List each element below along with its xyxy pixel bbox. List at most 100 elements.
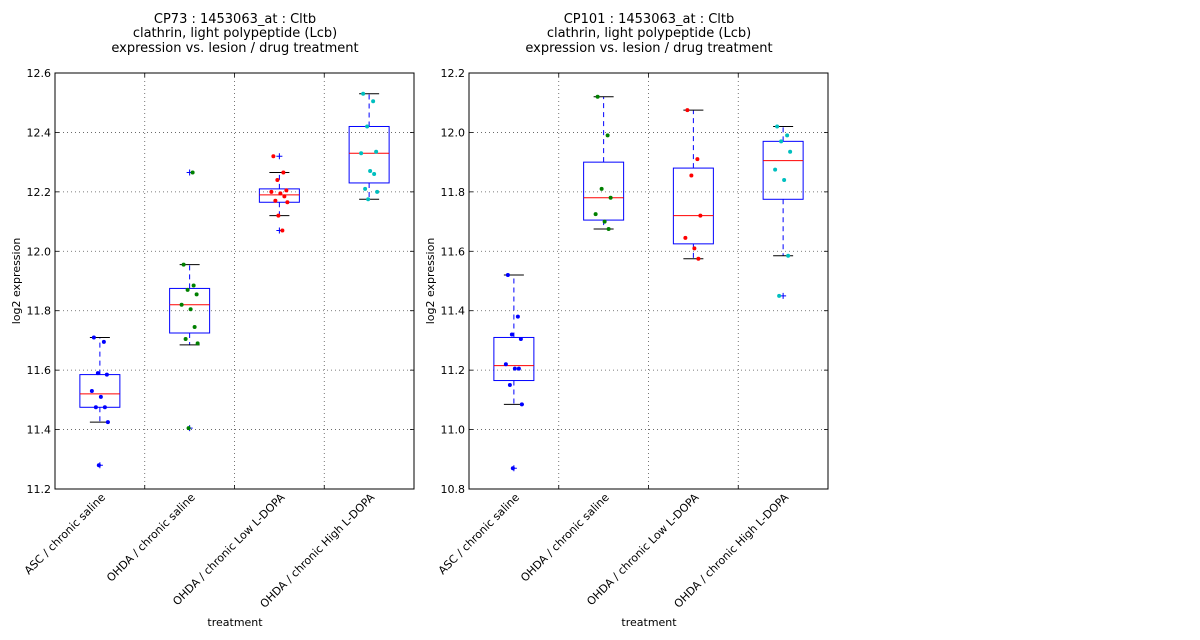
right-title-line-2: clathrin, light polypeptide (Lcb) xyxy=(547,26,751,41)
data-point xyxy=(181,262,186,267)
outlier-marker xyxy=(276,153,283,160)
data-point xyxy=(773,167,778,172)
data-point xyxy=(371,99,376,104)
data-point xyxy=(91,335,96,340)
data-point xyxy=(510,466,515,471)
data-point xyxy=(512,366,517,371)
data-point xyxy=(683,235,688,240)
data-point xyxy=(273,198,278,203)
data-point xyxy=(375,189,380,194)
data-point xyxy=(519,402,524,407)
data-point xyxy=(372,172,377,177)
data-point xyxy=(507,383,512,387)
data-point xyxy=(191,283,196,288)
data-point xyxy=(782,177,787,182)
data-point xyxy=(785,133,790,138)
data-point xyxy=(280,228,285,233)
data-point xyxy=(695,157,700,162)
data-point xyxy=(96,463,101,468)
data-point xyxy=(188,307,193,312)
data-point xyxy=(515,314,520,319)
data-point xyxy=(509,332,514,337)
data-point xyxy=(105,420,110,425)
data-point xyxy=(365,124,370,129)
data-point xyxy=(179,302,184,307)
data-point xyxy=(285,200,290,205)
plot-frame xyxy=(54,72,415,490)
data-point xyxy=(374,149,379,154)
y-tick-label: 11.2 xyxy=(441,364,466,377)
y-tick-label: 12.0 xyxy=(441,126,466,139)
data-point xyxy=(186,426,191,431)
right-title-line-3: expression vs. lesion / drug treatment xyxy=(525,41,772,56)
data-point xyxy=(779,139,784,144)
data-point xyxy=(192,325,197,330)
left-title-line-1: CP73 : 1453063_at : Cltb xyxy=(154,12,316,27)
data-point xyxy=(788,149,793,154)
data-point xyxy=(786,253,791,258)
data-point xyxy=(599,186,604,191)
data-point xyxy=(775,124,780,129)
data-point xyxy=(595,94,600,99)
data-point xyxy=(606,227,611,231)
y-tick-label: 12.0 xyxy=(27,245,52,258)
left-title-line-3: expression vs. lesion / drug treatment xyxy=(111,41,358,56)
plot-frame xyxy=(468,72,829,490)
data-point xyxy=(195,341,200,346)
data-point xyxy=(359,151,364,156)
data-point xyxy=(366,197,371,202)
data-point xyxy=(361,91,366,96)
y-tick-label: 11.6 xyxy=(441,245,466,258)
data-point xyxy=(278,191,283,196)
data-point xyxy=(282,194,287,199)
y-tick-label: 11.0 xyxy=(441,424,466,437)
y-tick-label: 12.2 xyxy=(441,67,466,80)
data-point xyxy=(505,273,510,278)
data-point xyxy=(689,173,694,178)
data-point xyxy=(363,186,368,191)
box-iqr xyxy=(79,374,121,408)
y-tick-label: 11.8 xyxy=(441,186,466,199)
data-point xyxy=(602,219,607,224)
data-point xyxy=(98,394,103,399)
data-point xyxy=(593,212,598,217)
y-tick-label: 12.2 xyxy=(27,186,52,199)
y-tick-label: 10.8 xyxy=(441,483,466,496)
data-point xyxy=(368,169,373,174)
data-point xyxy=(93,405,98,410)
data-point xyxy=(276,213,281,218)
data-point xyxy=(516,366,521,371)
y-tick-label: 11.4 xyxy=(441,305,466,318)
data-point xyxy=(284,188,289,193)
box-iqr xyxy=(672,167,714,245)
right-title-line-1: CP101 : 1453063_at : Cltb xyxy=(564,12,735,27)
data-point xyxy=(89,388,94,393)
data-point xyxy=(183,336,188,341)
data-point xyxy=(503,362,508,367)
data-point xyxy=(698,213,703,218)
data-point xyxy=(608,195,613,200)
right-x-axis-label: treatment xyxy=(621,616,677,629)
data-point xyxy=(269,189,274,194)
data-point xyxy=(190,170,195,175)
box-iqr xyxy=(169,287,211,334)
y-tick-label: 11.2 xyxy=(27,483,52,496)
data-point xyxy=(275,177,280,182)
y-tick-label: 12.4 xyxy=(27,126,52,139)
box-iqr xyxy=(258,188,300,203)
y-tick-label: 11.6 xyxy=(27,364,52,377)
data-point xyxy=(696,256,701,261)
data-point xyxy=(605,133,610,138)
data-point xyxy=(102,405,107,410)
y-tick-label: 11.4 xyxy=(27,424,52,437)
data-point xyxy=(185,287,190,292)
data-point xyxy=(95,371,100,376)
box-iqr xyxy=(493,336,535,382)
left-x-axis-label: treatment xyxy=(207,616,263,629)
data-point xyxy=(692,246,697,251)
y-tick-label: 12.6 xyxy=(27,67,52,80)
left-y-axis-label: log2 expression xyxy=(10,238,23,325)
data-point xyxy=(194,292,199,297)
